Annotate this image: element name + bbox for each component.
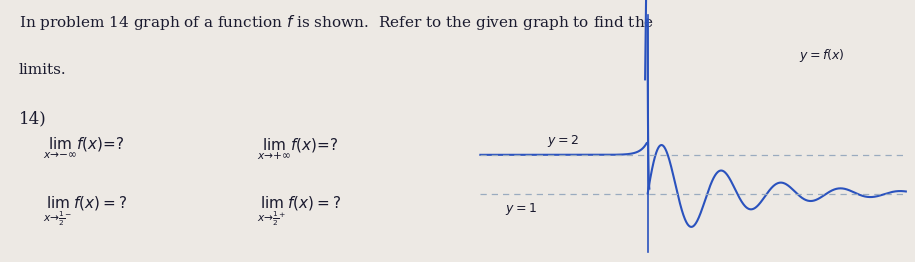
Text: $\lim_{x \to -\infty} f(x) =?$: $\lim_{x \to -\infty} f(x) =?$ [43,136,124,161]
Text: $y=1$: $y=1$ [505,201,536,217]
Text: $y=f(x)$: $y=f(x)$ [800,47,845,64]
Text: $\lim_{x \to +\infty} f(x) =?$: $\lim_{x \to +\infty} f(x) =?$ [257,136,339,162]
Text: In problem 14 graph of a function $f$ is shown.  Refer to the given graph to fin: In problem 14 graph of a function $f$ is… [19,13,654,32]
Text: $\lim_{x \to \frac{1}{2}^{+}} f(x) =?$: $\lim_{x \to \frac{1}{2}^{+}} f(x) =?$ [257,194,341,228]
Text: limits.: limits. [19,63,67,77]
Text: 14): 14) [19,110,47,127]
Text: $\lim_{x \to \frac{1}{2}^{-}} f(x) =?$: $\lim_{x \to \frac{1}{2}^{-}} f(x) =?$ [43,194,127,228]
Text: $y=2$: $y=2$ [547,133,579,149]
